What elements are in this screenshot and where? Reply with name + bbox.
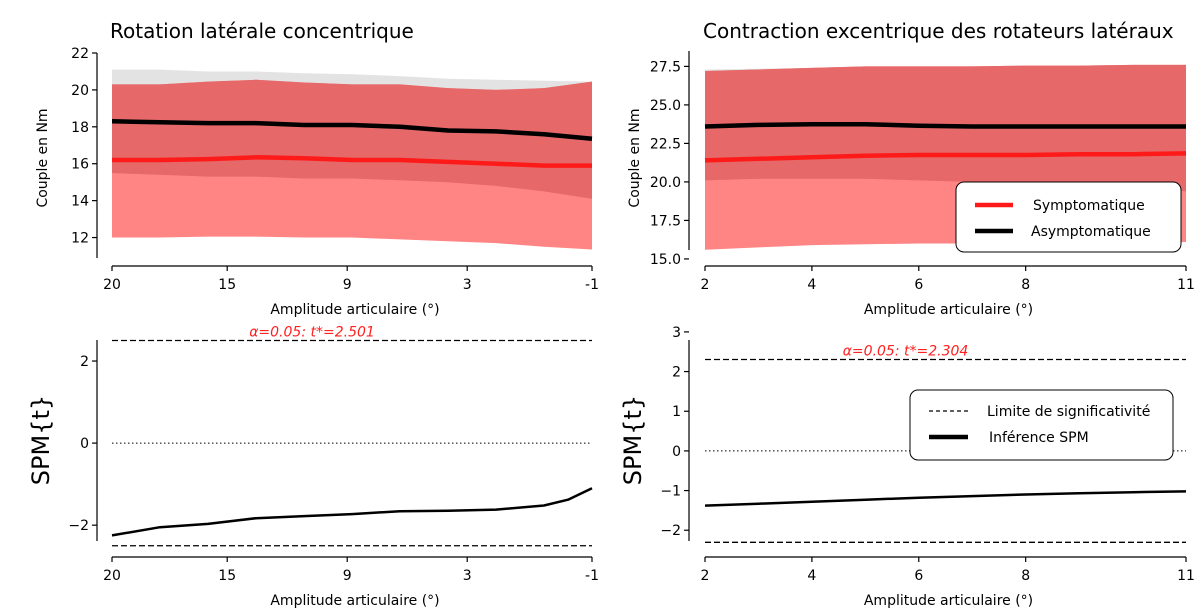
y-axis-label: SPM{t} bbox=[619, 395, 647, 485]
x-tick-label: 2 bbox=[701, 568, 710, 584]
band-overlap bbox=[112, 79, 592, 199]
y-tick-label: 14 bbox=[71, 194, 89, 210]
y-tick-label: 2 bbox=[672, 365, 681, 381]
chart-title: Rotation latérale concentrique bbox=[110, 19, 414, 43]
threshold-annotation: α=0.05: t*=2.501 bbox=[249, 324, 375, 340]
legend-box bbox=[955, 181, 1182, 253]
legend: Limite de significativité Inférence SPM bbox=[909, 389, 1174, 461]
y-tick-label: 2 bbox=[80, 354, 89, 370]
series-line-asymptomatique bbox=[111, 119, 593, 142]
x-tick-label: 6 bbox=[914, 568, 923, 584]
y-axis-label: SPM{t} bbox=[27, 395, 55, 485]
x-tick-label: 11 bbox=[1177, 277, 1195, 293]
y-tick-label: 27.5 bbox=[650, 59, 681, 75]
series-line-symptomatique bbox=[112, 155, 592, 168]
legend-box bbox=[909, 389, 1174, 461]
legend-label-limite: Limite de significativité bbox=[987, 404, 1150, 420]
y-tick-label: 22.5 bbox=[650, 136, 681, 152]
x-tick-label: 9 bbox=[343, 277, 352, 293]
x-tick-label: 15 bbox=[218, 277, 236, 293]
y-axis-label: Couple en Nm bbox=[627, 108, 643, 207]
y-tick-label: 20.0 bbox=[650, 175, 681, 191]
x-tick-label: 3 bbox=[463, 277, 472, 293]
series-line-symptomatique bbox=[704, 151, 1187, 163]
spm-curve bbox=[111, 487, 593, 537]
x-tick-label: 4 bbox=[807, 277, 816, 293]
x-tick-label: 15 bbox=[218, 568, 236, 584]
y-tick-label: −2 bbox=[68, 518, 89, 534]
x-tick-label: 6 bbox=[914, 277, 923, 293]
chart-title: Contraction excentrique des rotateurs la… bbox=[703, 19, 1174, 43]
x-axis-label: Amplitude articulaire (°) bbox=[864, 302, 1033, 318]
chart-panel-bottom-left: α=0.05: t*=2.501 −2 0 2 SPM{t} 20 15 9 3 -1 Amplit… bbox=[27, 324, 599, 609]
y-tick-label: 16 bbox=[71, 157, 89, 173]
y-tick-label: −1 bbox=[660, 484, 681, 500]
y-tick-label: 20 bbox=[71, 83, 89, 99]
legend-label-symptomatique: Symptomatique bbox=[1033, 198, 1145, 214]
y-tick-label: 3 bbox=[672, 325, 681, 341]
y-tick-label: 25.0 bbox=[650, 98, 681, 114]
legend-label-spm: Inférence SPM bbox=[989, 430, 1089, 446]
y-tick-label: −2 bbox=[660, 523, 681, 539]
chart-panel-bottom-right: α=0.05: t*=2.304 −2 −1 0 1 2 3 SPM{t} 2 4 6 8 11 Ampl… bbox=[619, 325, 1195, 609]
x-axis-label: Amplitude articulaire (°) bbox=[270, 302, 439, 318]
x-tick-label: 8 bbox=[1021, 568, 1030, 584]
x-tick-label: 11 bbox=[1177, 568, 1195, 584]
x-tick-label: -1 bbox=[585, 568, 599, 584]
y-tick-label: 18 bbox=[71, 120, 89, 136]
y-tick-label: 0 bbox=[80, 436, 89, 452]
x-tick-label: 20 bbox=[103, 277, 121, 293]
x-axis-label: Amplitude articulaire (°) bbox=[270, 593, 439, 609]
x-tick-label: 2 bbox=[701, 277, 710, 293]
x-tick-label: 8 bbox=[1021, 277, 1030, 293]
spm-curve bbox=[704, 490, 1187, 507]
y-tick-label: 15.0 bbox=[650, 252, 681, 268]
x-tick-label: 3 bbox=[463, 568, 472, 584]
y-tick-label: 17.5 bbox=[650, 213, 681, 229]
legend: Symptomatique Asymptomatique bbox=[955, 181, 1182, 253]
x-tick-label: 9 bbox=[343, 568, 352, 584]
series-line-asymptomatique bbox=[704, 121, 1186, 129]
y-tick-label: 22 bbox=[71, 46, 89, 62]
y-tick-label: 1 bbox=[672, 404, 681, 420]
y-tick-label: 12 bbox=[71, 231, 89, 247]
y-tick-label: 0 bbox=[672, 444, 681, 460]
legend-label-asymptomatique: Asymptomatique bbox=[1031, 224, 1151, 240]
x-tick-label: 4 bbox=[807, 568, 816, 584]
chart-panel-top-left: Rotation latérale concentrique 12 14 16 18 20… bbox=[35, 19, 599, 318]
chart-panel-top-right: Contraction excentrique des rotateurs la… bbox=[627, 19, 1195, 318]
x-tick-label: 20 bbox=[103, 568, 121, 584]
x-axis-label: Amplitude articulaire (°) bbox=[864, 593, 1033, 609]
y-axis-label: Couple en Nm bbox=[35, 108, 51, 207]
threshold-annotation: α=0.05: t*=2.304 bbox=[843, 344, 969, 360]
x-tick-label: -1 bbox=[585, 277, 599, 293]
